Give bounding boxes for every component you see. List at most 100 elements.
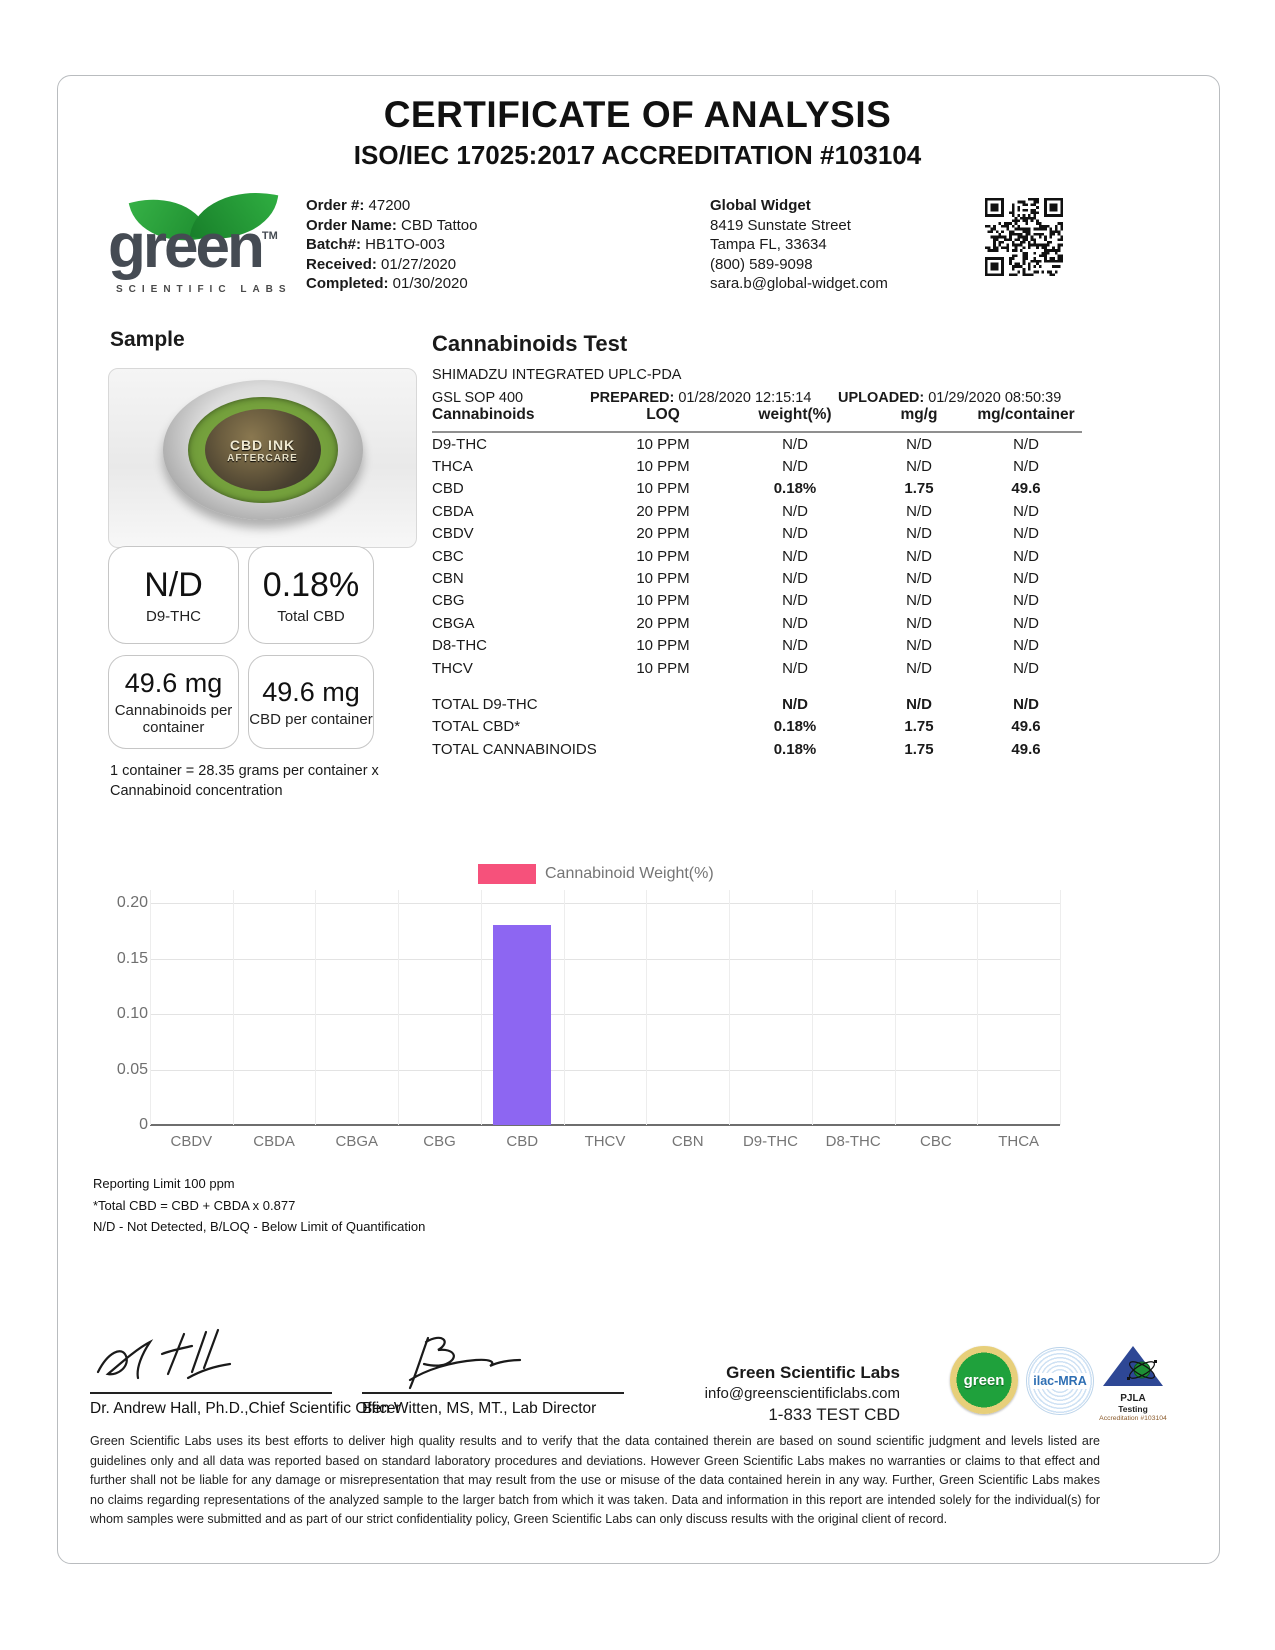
v-gridline — [232, 890, 234, 1125]
result-label: Total CBD — [277, 607, 345, 625]
pjla-triangle — [1103, 1346, 1163, 1386]
prepared-timestamp: PREPARED: 01/28/2020 12:15:14 — [590, 390, 812, 406]
result-value: N/D — [144, 565, 203, 604]
client-lines: 8419 Sunstate Street Tampa FL, 33634 (800)… — [710, 216, 888, 294]
page-title: CERTIFICATE OF ANALYSIS — [383, 94, 892, 135]
tin-label-center: CBD INK AFTERCARE — [204, 409, 321, 491]
product-label-line2: AFTERCARE — [227, 452, 298, 464]
footnote-line: N/D - Not Detected, B/LOQ - Below Limit … — [93, 1219, 426, 1234]
x-axis-category-label: CBD — [506, 1133, 539, 1150]
table-row: D9-THC 10 PPM N/D N/D N/D — [432, 435, 1039, 453]
v-gridline — [977, 890, 979, 1125]
y-axis-tick-label: 0.10 — [116, 1005, 148, 1022]
signature-ben-witten — [408, 1336, 522, 1390]
x-axis-category-label: CBGA — [335, 1133, 379, 1150]
lab-phone: 1-833 TEST CBD — [768, 1405, 900, 1424]
product-tin: CBD INK AFTERCARE — [162, 380, 363, 530]
footnote-line: *Total CBD = CBD + CBDA x 0.877 — [93, 1197, 296, 1213]
v-gridline — [811, 890, 813, 1125]
result-value: 49.6 mg — [262, 676, 360, 707]
x-axis-category-label: CBDA — [253, 1133, 295, 1150]
h-gridline — [150, 903, 1060, 904]
v-gridline — [894, 890, 896, 1125]
instrument-text: SHIMADZU INTEGRATED UPLC-PDA — [432, 367, 682, 383]
ilac-mra-seal-icon: ilac-MRA — [1026, 1347, 1094, 1415]
h-gridline — [150, 958, 1060, 960]
v-gridline — [150, 890, 151, 1125]
sop-text: GSL SOP 400 — [432, 390, 524, 406]
result-card: 49.6 mg Cannabinoids per container — [108, 655, 239, 749]
table-total-row: TOTAL D9-THC N/D N/D N/D — [432, 695, 1039, 713]
signer-1-title: Dr. Andrew Hall, Ph.D.,Chief Scientific … — [90, 1400, 401, 1417]
logo-tagline: SCIENTIFIC LABS — [116, 284, 292, 295]
result-card: 0.18% Total CBD — [248, 546, 374, 644]
table-row: CBG 10 PPM N/D N/D N/D — [432, 592, 1039, 610]
order-info-line: Completed: 01/30/2020 — [306, 275, 468, 292]
table-header: Cannabinoids LOQ weight(%) mg/g mg/container — [432, 406, 1082, 433]
v-gridline — [315, 890, 317, 1125]
footnote-line: Reporting Limit 100 ppm — [93, 1176, 235, 1191]
chart-legend: Cannabinoid Weight(%) — [478, 864, 714, 884]
x-axis-line — [150, 1124, 1060, 1126]
v-gridline — [646, 890, 648, 1125]
table-row: D8-THC 10 PPM N/D N/D N/D — [432, 637, 1039, 655]
table-total-row: TOTAL CANNABINOIDS 0.18% 1.75 49.6 — [432, 740, 1041, 758]
sample-heading: Sample — [110, 328, 185, 351]
y-axis-tick-label: 0.15 — [116, 949, 148, 967]
table-total-row: TOTAL CBD* 0.18% 1.75 49.6 — [432, 718, 1041, 736]
lab-contact: Green Scientific Labs info@greenscientif… — [640, 1362, 900, 1425]
uploaded-timestamp: UPLOADED: 01/29/2020 08:50:39 — [838, 390, 1062, 406]
client-name: Global Widget — [710, 197, 811, 214]
table-row: CBN 10 PPM N/D N/D N/D — [432, 570, 1039, 588]
x-axis-category-label: THCV — [584, 1133, 626, 1150]
lab-name: Green Scientific Labs — [726, 1363, 900, 1382]
disclaimer-text: Green Scientific Labs uses its best effo… — [90, 1434, 1100, 1526]
client-info-line: 8419 Sunstate Street — [710, 216, 851, 234]
x-axis-category-label: CBN — [671, 1133, 704, 1150]
v-gridline — [563, 890, 565, 1125]
cannabinoids-table: Cannabinoids LOQ weight(%) mg/g mg/container… — [432, 406, 1082, 760]
v-gridline — [1060, 890, 1061, 1125]
table-row: CBD 10 PPM 0.18% 1.75 49.6 — [432, 480, 1041, 498]
x-axis-category-label: CBDV — [170, 1133, 213, 1150]
result-value: 49.6 mg — [124, 668, 223, 698]
v-gridline — [398, 890, 400, 1125]
signature-andrew-hall — [96, 1328, 232, 1380]
footnotes: Reporting Limit 100 ppm *Total CBD = CBD … — [93, 1173, 425, 1238]
y-axis-tick-label: 0.05 — [116, 1060, 148, 1078]
lab-email: info@greenscientificlabs.com — [704, 1385, 900, 1402]
result-label: D9-THC — [146, 607, 201, 625]
table-row: CBDA 20 PPM N/D N/D N/D — [432, 502, 1039, 520]
x-axis-category-label: CBC — [920, 1133, 952, 1150]
column-header: mg/g — [868, 406, 970, 433]
qr-code — [985, 198, 1063, 276]
logo-brand-text: greenTM — [108, 212, 278, 281]
product-label-line1: CBD INK — [229, 436, 296, 453]
legend-swatch — [478, 864, 536, 884]
signer-2-title: Ben Witten, MS, MT., Lab Director — [362, 1400, 597, 1417]
table-row: CBC 10 PPM N/D N/D N/D — [432, 547, 1039, 565]
chart-bar — [493, 925, 552, 1125]
page-subtitle: ISO/IEC 17025:2017 ACCREDITATION #103104 — [353, 140, 922, 170]
result-label: CBD per container — [249, 710, 373, 728]
order-info-line: Order Name: CBD Tattoo — [306, 216, 478, 234]
table-row: CBDV 20 PPM N/D N/D N/D — [432, 525, 1039, 543]
result-card: 49.6 mg CBD per container — [248, 655, 374, 749]
y-axis-tick-label: 0.20 — [116, 894, 148, 911]
v-gridline — [729, 890, 731, 1125]
x-axis-category-label: D8-THC — [825, 1133, 881, 1150]
result-label: Cannabinoids per container — [114, 702, 233, 736]
column-header: mg/container — [970, 406, 1082, 433]
green-scientific-labs-logo: greenTM SCIENTIFIC LABS — [108, 181, 313, 302]
client-info-line: sara.b@global-widget.com — [710, 275, 888, 292]
order-info-line: Received: 01/27/2020 — [306, 255, 457, 273]
table-row: CBGA 20 PPM N/D N/D N/D — [432, 614, 1039, 632]
pjla-seal-icon: PJLA Testing Accreditation #103104 — [1098, 1344, 1168, 1423]
v-gridline — [480, 890, 482, 1125]
h-gridline — [150, 1014, 1060, 1015]
h-gridline — [150, 1069, 1060, 1071]
page-border — [57, 75, 1220, 1564]
signature-line — [90, 1392, 332, 1394]
client-info-line: (800) 589-9098 — [710, 255, 813, 273]
